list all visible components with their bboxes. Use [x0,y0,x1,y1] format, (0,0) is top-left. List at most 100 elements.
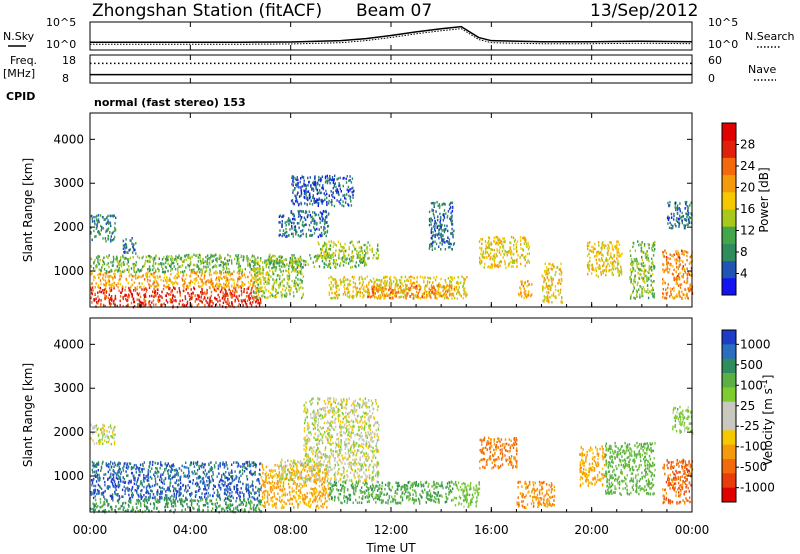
heatmap-cell [233,282,235,285]
heatmap-cell [389,275,392,279]
heatmap-cell [130,499,132,502]
heatmap-cell [175,495,177,498]
heatmap-cell [612,260,615,264]
heatmap-cell [325,209,327,213]
heatmap-cell [304,263,307,267]
heatmap-cell [371,289,373,293]
heatmap-cell [133,476,135,480]
heatmap-cell [679,214,681,217]
heatmap-cell [482,250,484,253]
heatmap-cell [352,296,354,300]
heatmap-cell [236,508,239,511]
heatmap-cell [390,286,393,290]
heatmap-cell [322,217,324,221]
heatmap-cell [448,288,450,292]
heatmap-cell [323,222,326,226]
heatmap-cell [300,265,302,269]
heatmap-cell [146,507,148,511]
heatmap-cell [219,290,222,293]
heatmap-cell [114,483,116,486]
heatmap-cell [332,262,335,265]
heatmap-cell [330,240,332,243]
heatmap-cell [451,297,453,300]
heatmap-cell [438,294,440,298]
heatmap-cell [651,248,654,252]
heatmap-cell [676,259,678,262]
heatmap-cell [500,253,502,256]
heatmap-cell [215,278,217,281]
heatmap-cell [294,225,297,228]
heatmap-cell [448,207,451,211]
heatmap-cell [386,281,388,285]
heatmap-cell [135,264,137,267]
heatmap-cell [648,268,650,271]
heatmap-cell [321,175,323,178]
heatmap-cell [323,219,325,223]
heatmap-cell [113,238,115,241]
heatmap-cell [640,249,642,253]
heatmap-cell [117,499,119,502]
heatmap-cell [311,181,314,185]
heatmap-cell [335,249,337,252]
heatmap-cell [178,265,180,268]
heatmap-cell [524,281,527,284]
heatmap-cell [148,283,150,286]
heatmap-cell [359,259,361,263]
heatmap-cell [636,290,638,293]
heatmap-cell [457,276,459,279]
heatmap-cell [640,273,642,276]
heatmap-cell [662,278,664,281]
heatmap-cell [675,250,677,253]
heatmap-cell [442,240,444,244]
heatmap-cell [296,182,299,185]
heatmap-cell [358,256,361,260]
heatmap-cell [510,256,513,260]
heatmap-cell [156,500,159,504]
heatmap-cell [129,248,131,251]
heatmap-cell [140,489,142,493]
heatmap-cell [294,270,296,273]
heatmap-cell [451,219,453,223]
power-colorbar-swatch [722,174,736,193]
heatmap-cell [165,502,167,506]
heatmap-cell [289,261,292,265]
heatmap-cell [228,506,230,509]
heatmap-cell [100,492,103,495]
heatmap-cell [115,505,117,508]
heatmap-cell [140,305,142,308]
heatmap-cell [450,206,452,209]
heatmap-cell [434,247,436,250]
heatmap-cell [226,497,228,500]
heatmap-cell [410,275,412,278]
heatmap-cell [667,271,669,274]
heatmap-cell [226,485,229,488]
heatmap-cell [185,266,187,269]
heatmap-cell [674,295,677,298]
heatmap-cell [207,509,209,512]
heatmap-cell [254,275,256,279]
heatmap-cell [126,508,129,511]
heatmap-cell [445,227,447,231]
heatmap-cell [223,275,225,279]
heatmap-cell [292,201,294,205]
heatmap-cell [233,270,235,273]
heatmap-cell [199,298,201,302]
heatmap-cell [371,280,373,283]
heatmap-cell [311,196,314,199]
heatmap-cell [673,253,675,257]
heatmap-cell [547,273,549,276]
heatmap-cell [238,284,240,288]
heatmap-cell [244,499,246,503]
heatmap-cell [246,287,248,291]
heatmap-cell [162,279,165,283]
heatmap-cell [559,268,561,271]
heatmap-cell [433,216,436,220]
heatmap-cell [148,509,150,512]
heatmap-cell [445,286,447,289]
heatmap-cell [328,253,330,256]
heatmap-cell [252,296,254,300]
heatmap-cell [104,218,106,221]
heatmap-cell [548,271,550,274]
heatmap-cell [197,275,199,278]
heatmap-cell [430,242,432,246]
